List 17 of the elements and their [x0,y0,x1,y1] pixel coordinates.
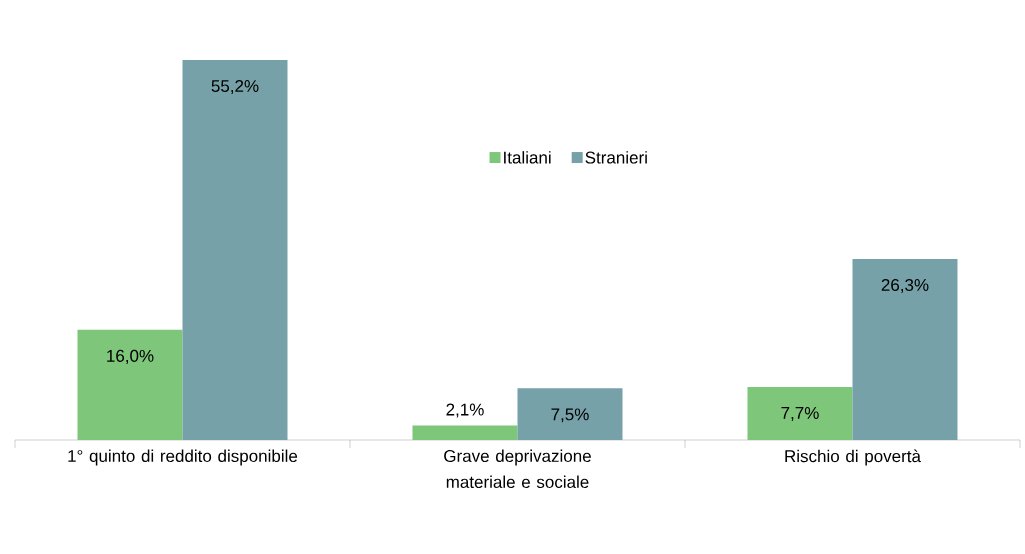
bar [517,388,623,440]
x-tick-label: Grave deprivazione materiale e sociale [444,449,591,489]
legend-label: Stranieri [585,151,647,164]
bar [412,425,518,440]
data-label: 26,3% [881,278,929,293]
x-tick-label: 1° quinto di reddito disponibile [68,449,298,466]
legend-label: Italiani [504,151,551,164]
data-label: 7,5% [551,408,589,423]
data-label: 7,7% [781,407,819,421]
data-label: 55,2% [211,79,259,95]
x-tick-label: Rischio di povertà [785,449,921,466]
bar [77,329,183,440]
data-label: 16,0% [107,349,154,364]
bar [182,60,288,440]
bar [852,258,958,440]
bar [747,386,853,440]
data-label: 2,1% [446,403,484,418]
